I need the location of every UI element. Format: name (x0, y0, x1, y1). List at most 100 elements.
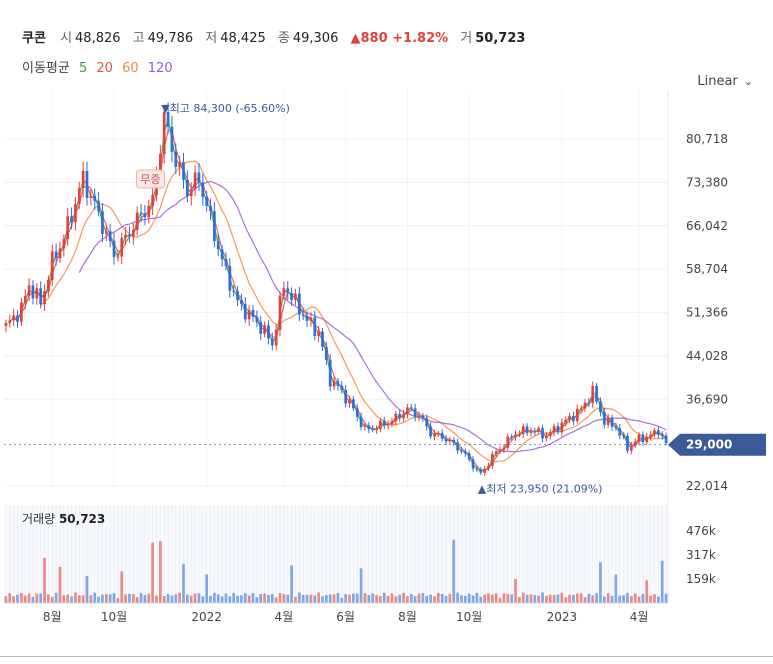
volume-bar (587, 593, 591, 603)
high-value: 49,786 (147, 31, 194, 46)
candle (514, 430, 517, 441)
candle-body (66, 216, 70, 240)
volume-bar (309, 594, 313, 603)
volume-bar (143, 595, 147, 603)
quote-summary: 쿠콘 시 48,826 고 49,786 저 48,425 종 49,306 ▲880 … (22, 27, 533, 46)
candle (579, 405, 583, 414)
candle (359, 412, 363, 431)
candle (324, 341, 328, 365)
candle (436, 430, 440, 437)
candle-body (467, 453, 471, 460)
candle (382, 416, 386, 430)
candle (352, 395, 355, 412)
volume-bar (409, 594, 413, 603)
volume-bar (525, 594, 529, 603)
chevron-down-icon: ⌄ (743, 75, 753, 88)
candle-body (290, 292, 293, 300)
volume-bar (224, 593, 228, 603)
volume-bar (379, 596, 382, 603)
candle-body (371, 429, 375, 431)
candle-body (572, 415, 575, 422)
candle-body (209, 205, 212, 212)
candle (139, 204, 143, 222)
candle (4, 319, 8, 333)
ma-legend-60[interactable]: 60 (122, 61, 139, 76)
candle (23, 289, 27, 310)
candle-body (471, 459, 475, 469)
candle (656, 426, 660, 439)
change-value: ▲880 +1.82% (350, 31, 449, 46)
candle (62, 234, 66, 257)
volume-bar (483, 594, 486, 603)
candle (479, 467, 483, 475)
candle (637, 432, 641, 446)
volume-bar (641, 593, 645, 603)
ma-legend-120[interactable]: 120 (147, 61, 173, 76)
candle-body (39, 288, 43, 305)
candle (66, 208, 70, 246)
scale-selector-label: Linear (697, 74, 738, 89)
candle-body (4, 323, 8, 326)
volume-bar (448, 593, 452, 603)
moving-average-legend: 이동평균 5 20 60 120 (22, 57, 178, 76)
volume-value: 50,723 (475, 31, 526, 46)
candle-body (456, 442, 459, 451)
candle-body (560, 422, 564, 433)
candle (440, 429, 444, 442)
candle-body (70, 216, 73, 223)
candle (16, 310, 19, 328)
volume-bar (286, 594, 290, 603)
candle-body (162, 112, 166, 155)
candle (39, 281, 43, 309)
volume-bar (436, 592, 440, 603)
volume-bar (367, 595, 371, 603)
candle (332, 376, 336, 390)
candle-body (626, 435, 629, 451)
candle-body (521, 426, 525, 435)
candle (128, 226, 131, 243)
candle-body (224, 259, 228, 266)
candle-body (81, 171, 85, 189)
ma-legend-20[interactable]: 20 (96, 61, 113, 76)
volume-bar (602, 596, 606, 603)
volume-bar (8, 593, 12, 603)
candle-body (286, 288, 290, 293)
volume-bar (4, 596, 8, 603)
candle-body (463, 451, 467, 454)
candle-body (104, 231, 108, 234)
candle (463, 448, 467, 457)
volume-bar (274, 597, 278, 603)
candle (317, 325, 320, 343)
candle-body (660, 434, 664, 436)
candle (124, 226, 127, 246)
candle (70, 207, 73, 230)
candle-body (386, 424, 390, 426)
ma-legend-5[interactable]: 5 (78, 61, 88, 76)
volume-bar (390, 593, 394, 603)
volume-bar (618, 595, 622, 603)
candle (216, 233, 220, 257)
volume-bar (545, 595, 548, 603)
candle-body (139, 212, 143, 214)
volume-bar (290, 565, 293, 603)
candle-body (618, 428, 622, 436)
candle-body (602, 411, 606, 425)
candle-body (398, 413, 402, 419)
candle-body (359, 416, 363, 428)
volume-bar (151, 542, 154, 603)
volume-bar (270, 593, 274, 603)
scale-selector[interactable]: Linear ⌄ (697, 74, 753, 89)
volume-bar (66, 594, 70, 603)
volume-bar (251, 593, 255, 603)
candle (653, 428, 656, 438)
candle-body (444, 438, 448, 442)
volume-bar (556, 594, 560, 603)
candle-body (606, 417, 610, 425)
candle (340, 381, 344, 394)
candle (236, 286, 239, 306)
volume-bar (463, 595, 467, 603)
candle (425, 414, 429, 431)
volume-bar (479, 596, 483, 603)
volume-bar (498, 597, 502, 603)
